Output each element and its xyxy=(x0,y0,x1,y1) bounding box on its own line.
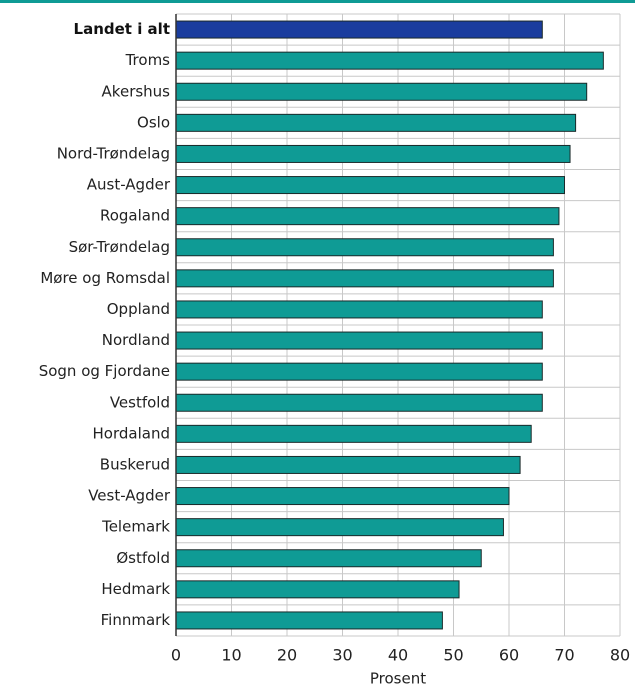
bar xyxy=(175,300,543,319)
top-rule xyxy=(0,0,635,3)
y-tick-label: Oppland xyxy=(107,300,170,318)
y-tick-label: Akershus xyxy=(102,82,171,100)
bar xyxy=(175,580,460,599)
x-tick-label: 40 xyxy=(388,646,408,665)
y-tick-label: Telemark xyxy=(101,518,170,536)
y-tick-label: Møre og Romsdal xyxy=(40,269,170,287)
y-tick-label: Sogn og Fjordane xyxy=(39,362,170,380)
y-tick-label: Vest-Agder xyxy=(88,487,171,505)
bar xyxy=(175,51,604,70)
y-tick-label: Buskerud xyxy=(100,455,170,473)
bar xyxy=(175,207,560,226)
y-tick-label: Troms xyxy=(125,51,171,69)
bar xyxy=(175,82,588,101)
y-tick-label: Finnmark xyxy=(101,611,171,629)
y-tick-label: Østfold xyxy=(116,549,170,567)
y-tick-label: Landet i alt xyxy=(74,20,170,38)
bar xyxy=(175,487,510,506)
y-tick-label: Rogaland xyxy=(100,207,170,225)
x-tick-label: 50 xyxy=(443,646,463,665)
bar xyxy=(175,238,554,257)
x-tick-label: 0 xyxy=(171,646,181,665)
y-tick-label: Oslo xyxy=(137,113,170,131)
y-tick-label: Hordaland xyxy=(93,424,170,442)
x-tick-label: 80 xyxy=(610,646,630,665)
bar xyxy=(175,611,443,630)
y-tick-label: Vestfold xyxy=(110,393,170,411)
bar xyxy=(175,20,543,39)
bar xyxy=(175,176,565,195)
bar xyxy=(175,362,543,381)
bar xyxy=(175,518,504,537)
x-tick-label: 60 xyxy=(499,646,519,665)
x-tick-label: 70 xyxy=(554,646,574,665)
bar xyxy=(175,269,554,288)
x-tick-label: 20 xyxy=(277,646,297,665)
x-axis-title: Prosent xyxy=(370,670,426,688)
bar xyxy=(175,424,532,443)
bar xyxy=(175,455,521,474)
y-tick-label: Aust-Agder xyxy=(87,176,171,194)
bar xyxy=(175,331,543,350)
bar xyxy=(175,549,482,568)
y-tick-label: Nordland xyxy=(102,331,170,349)
y-tick-label: Nord-Trøndelag xyxy=(57,144,170,162)
bar xyxy=(175,113,577,132)
x-tick-label: 30 xyxy=(332,646,352,665)
x-tick-label: 10 xyxy=(221,646,241,665)
bar xyxy=(175,144,571,163)
y-tick-label: Hedmark xyxy=(101,580,170,598)
y-tick-label: Sør-Trøndelag xyxy=(69,238,170,256)
bar xyxy=(175,393,543,412)
